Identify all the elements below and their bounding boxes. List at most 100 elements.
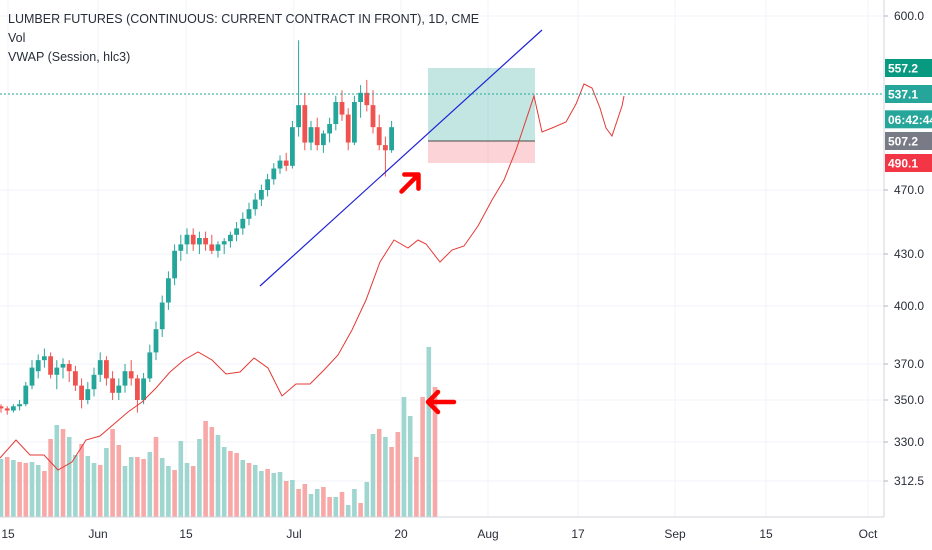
volume-bar bbox=[271, 473, 277, 517]
volume-bar bbox=[277, 472, 283, 517]
volume-bar bbox=[147, 452, 153, 517]
candle-body bbox=[197, 238, 202, 245]
candle-body bbox=[172, 250, 177, 279]
volume-bar bbox=[23, 463, 29, 517]
candle-body bbox=[153, 329, 159, 353]
candle-body bbox=[104, 360, 109, 379]
volume-bar bbox=[364, 482, 370, 517]
position-target-zone bbox=[428, 68, 535, 141]
volume-bar bbox=[104, 448, 109, 517]
volume-bar bbox=[73, 455, 78, 517]
candle-body bbox=[271, 168, 277, 180]
time-axis-bg bbox=[0, 517, 884, 550]
candle-body bbox=[128, 371, 134, 379]
candle-body bbox=[221, 241, 227, 245]
time-tick-label: Sep bbox=[664, 527, 686, 541]
volume-bar bbox=[172, 470, 177, 517]
time-tick-label: Aug bbox=[477, 527, 498, 541]
chart-legend: LUMBER FUTURES (CONTINUOUS: CURRENT CONT… bbox=[8, 10, 479, 67]
price-axis-bg bbox=[884, 0, 932, 550]
red-arrow-icon bbox=[425, 389, 457, 415]
volume-bar bbox=[159, 458, 165, 517]
candle-body bbox=[234, 228, 239, 235]
volume-bar bbox=[395, 432, 401, 517]
candle-body bbox=[17, 404, 22, 407]
price-tick-label: 312.5 bbox=[894, 474, 924, 488]
price-tick-label: 330.0 bbox=[894, 435, 924, 449]
volume-bar bbox=[252, 465, 258, 517]
candle-body bbox=[60, 364, 66, 368]
candle-body bbox=[352, 102, 357, 143]
candle-body bbox=[184, 234, 190, 245]
candle-body bbox=[203, 238, 208, 245]
red-arrow-icon bbox=[399, 172, 421, 194]
price-tag bbox=[885, 132, 932, 150]
time-axis: 15 Jun 15 Jul 20 Aug 17 Sep 15 Oct bbox=[0, 516, 884, 550]
candle-body bbox=[11, 406, 16, 411]
volume-bar bbox=[296, 489, 301, 517]
red-arrow-annotation bbox=[399, 172, 421, 194]
volume-bar bbox=[85, 456, 91, 517]
symbol-title[interactable]: LUMBER FUTURES (CONTINUOUS: CURRENT CONT… bbox=[8, 12, 480, 26]
volume-bar bbox=[91, 463, 97, 517]
volume-bar bbox=[283, 481, 289, 517]
indicator-vwap-label[interactable]: VWAP (Session, hlc3) bbox=[8, 50, 131, 64]
candle-body bbox=[29, 367, 35, 386]
time-tick-label: 17 bbox=[571, 527, 585, 541]
candle-body bbox=[97, 360, 103, 375]
candle-body bbox=[0, 406, 4, 409]
candle-body bbox=[370, 105, 376, 128]
volume-bar bbox=[209, 427, 215, 517]
candle-body bbox=[35, 360, 41, 372]
volume-bars bbox=[0, 347, 438, 517]
volume-bar bbox=[376, 429, 382, 517]
volume-bar bbox=[97, 465, 103, 517]
candle-body bbox=[122, 371, 128, 386]
candles bbox=[0, 40, 394, 415]
volume-bar bbox=[414, 457, 419, 517]
candle-body bbox=[376, 127, 382, 146]
candle-body bbox=[364, 92, 370, 106]
volume-bar bbox=[4, 457, 10, 517]
candle-body bbox=[48, 356, 53, 375]
candle-body bbox=[296, 105, 301, 128]
price-tick-label: 370.0 bbox=[894, 357, 924, 371]
price-tag bbox=[885, 154, 932, 172]
volume-bar bbox=[42, 471, 47, 517]
candle-body bbox=[240, 218, 246, 229]
volume-bar bbox=[166, 466, 171, 517]
volume-bar bbox=[110, 429, 115, 517]
price-tag-label: 537.1 bbox=[888, 88, 918, 102]
volume-bar bbox=[228, 451, 233, 517]
volume-bar bbox=[54, 425, 60, 517]
candle-body bbox=[4, 408, 10, 411]
volume-bar bbox=[259, 471, 264, 517]
candle-body bbox=[190, 234, 196, 245]
price-tick-label: 470.0 bbox=[894, 183, 924, 197]
candle-body bbox=[308, 127, 314, 143]
volume-bar bbox=[215, 435, 221, 517]
candle-body bbox=[246, 209, 252, 219]
candle-body bbox=[302, 105, 308, 143]
price-tick-label: 350.0 bbox=[894, 393, 924, 407]
volume-bar bbox=[35, 465, 41, 517]
volume-bar bbox=[302, 484, 308, 517]
volume-bar bbox=[0, 459, 4, 517]
candle-body bbox=[383, 145, 388, 151]
volume-bar bbox=[153, 437, 159, 517]
volume-bar bbox=[48, 439, 53, 517]
candle-body bbox=[159, 302, 165, 330]
candle-body bbox=[333, 102, 339, 125]
candle-body bbox=[314, 127, 320, 146]
candle-body bbox=[277, 160, 283, 169]
price-tag-label: 490.1 bbox=[888, 157, 918, 171]
indicator-volume-label[interactable]: Vol bbox=[8, 31, 26, 45]
price-tag bbox=[885, 110, 932, 129]
volume-bar bbox=[221, 447, 227, 517]
candle-body bbox=[91, 374, 97, 390]
candle-body bbox=[389, 127, 394, 151]
volume-bar bbox=[265, 469, 270, 517]
volume-bar bbox=[141, 459, 146, 517]
